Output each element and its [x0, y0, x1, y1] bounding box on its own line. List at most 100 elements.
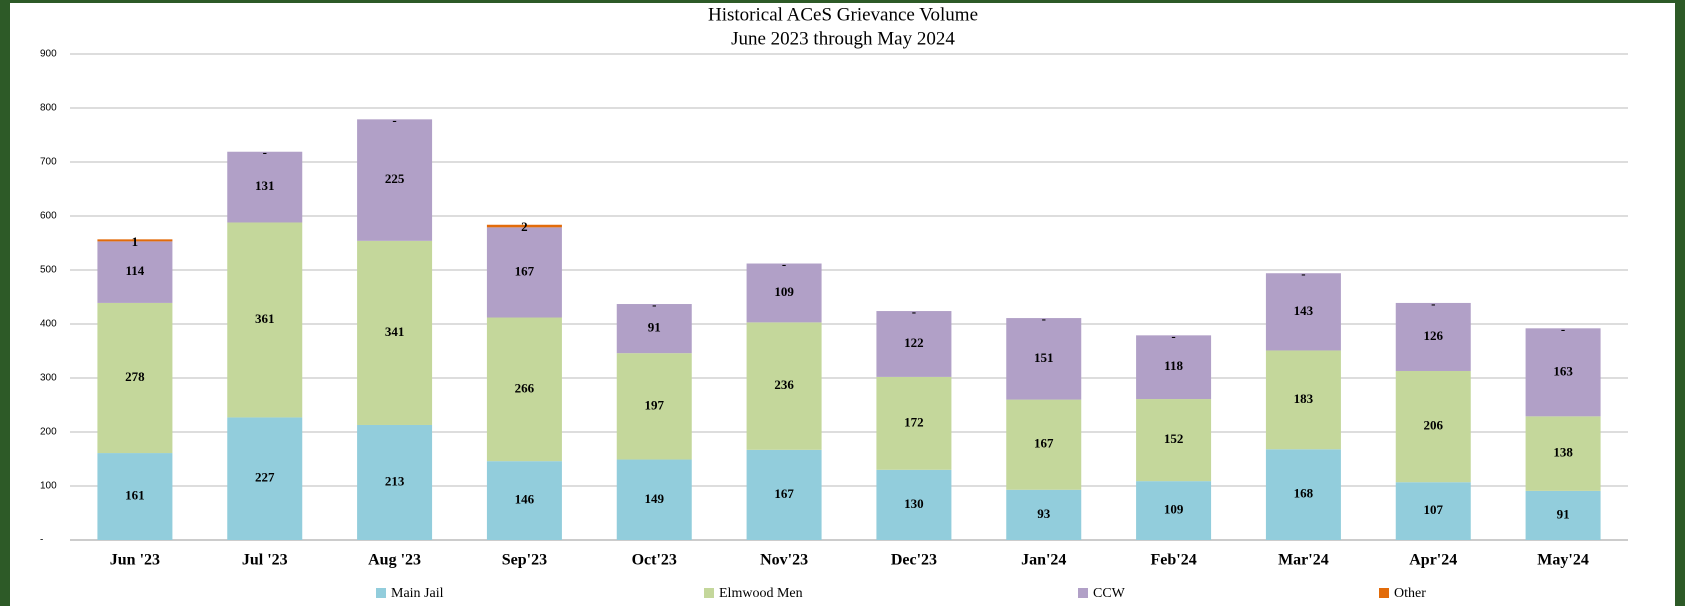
y-tick-label: 100 [40, 481, 57, 492]
bar-segment [97, 302, 173, 454]
bar-segment [746, 263, 822, 323]
x-tick-label: Feb'24 [1150, 552, 1196, 569]
data-label: 118 [1164, 358, 1183, 373]
data-label: 167 [1034, 436, 1054, 451]
legend-label: Elmwood Men [719, 586, 803, 601]
data-label: 167 [515, 263, 535, 278]
bar-segment [616, 353, 692, 460]
bar-segment [876, 311, 952, 377]
x-tick-label: Mar'24 [1278, 552, 1329, 569]
bar-segment [1525, 328, 1601, 417]
x-tick-label: Sep'23 [502, 552, 547, 569]
data-label: 107 [1424, 502, 1444, 517]
data-label: 225 [385, 171, 405, 186]
bar-segment [227, 151, 303, 223]
bar-segment [1525, 490, 1601, 540]
data-label: - [1301, 266, 1305, 281]
legend-swatch [1078, 588, 1088, 598]
bar-segment [1395, 370, 1471, 483]
x-tick-label: Jan'24 [1021, 552, 1066, 569]
data-label: - [1561, 321, 1565, 336]
data-label: - [912, 304, 916, 319]
bar-segment [876, 376, 952, 470]
y-tick-label: 700 [40, 157, 57, 168]
bar-segment [1525, 416, 1601, 491]
bar-segment [746, 449, 822, 540]
x-tick-label: Oct'23 [632, 552, 677, 569]
data-label: 266 [515, 380, 535, 395]
y-tick-label: 300 [40, 373, 57, 384]
y-tick-label: 500 [40, 265, 57, 276]
bar-segment [746, 322, 822, 450]
data-label: 149 [645, 491, 665, 506]
data-label: - [782, 257, 786, 272]
bar-segment [876, 469, 952, 540]
data-label: 91 [648, 320, 661, 335]
bar-segment [1265, 273, 1341, 351]
y-tick-label: 900 [40, 49, 57, 60]
data-label: 93 [1037, 506, 1051, 521]
bar-segment [357, 240, 433, 425]
legend-swatch [1379, 588, 1389, 598]
data-label: 213 [385, 473, 405, 488]
data-label: 183 [1294, 391, 1314, 406]
x-tick-label: Jun '23 [110, 552, 160, 569]
chart-subtitle: June 2023 through May 2024 [731, 28, 955, 49]
data-label: 361 [255, 311, 275, 326]
data-label: - [1431, 296, 1435, 311]
data-label: 167 [774, 486, 794, 501]
bar-segment [1136, 481, 1212, 540]
bar-segment [97, 241, 173, 303]
y-tick-label: - [40, 535, 43, 546]
data-label: 163 [1553, 363, 1573, 378]
legend-swatch [704, 588, 714, 598]
bar-segment [227, 222, 303, 418]
data-label: - [392, 112, 396, 127]
bar-segment [616, 459, 692, 540]
data-label: 109 [1164, 502, 1184, 517]
bar-segment [1265, 449, 1341, 540]
data-label: 109 [774, 284, 794, 299]
data-label: - [652, 297, 656, 312]
bar-segment [1136, 399, 1212, 482]
bar-segment [97, 239, 173, 242]
x-tick-label: Nov'23 [760, 552, 808, 569]
data-label: 143 [1294, 303, 1314, 318]
data-label: 91 [1557, 506, 1570, 521]
legend-label: CCW [1093, 586, 1126, 601]
bar-segment [1006, 399, 1082, 490]
data-label: 138 [1553, 445, 1573, 460]
x-tick-label: May'24 [1537, 552, 1589, 569]
data-label: 227 [255, 470, 275, 485]
bar-segment [357, 119, 433, 241]
data-label: 2 [521, 219, 528, 234]
y-tick-label: 200 [40, 427, 57, 438]
y-tick-label: 400 [40, 319, 57, 330]
bar-segment [1136, 335, 1212, 400]
data-label: 126 [1424, 328, 1444, 343]
legend-swatch [376, 588, 386, 598]
data-label: 236 [774, 377, 794, 392]
data-label: 152 [1164, 431, 1184, 446]
data-label: 341 [385, 324, 405, 339]
data-label: - [1042, 311, 1046, 326]
bar-segment [486, 461, 562, 540]
x-tick-label: Apr'24 [1409, 552, 1457, 569]
data-label: - [263, 145, 267, 160]
x-tick-label: Dec'23 [891, 552, 937, 569]
bar-segment [1395, 302, 1471, 371]
legend-label: Other [1394, 586, 1426, 601]
data-label: 131 [255, 178, 275, 193]
legend-label: Main Jail [391, 586, 444, 601]
bar-segment [616, 304, 692, 354]
data-label: 161 [125, 488, 145, 503]
bar-segment [486, 227, 562, 318]
data-label: 114 [126, 263, 145, 278]
bar-segment [227, 417, 303, 540]
data-label: 151 [1034, 350, 1054, 365]
bar-segment [486, 224, 562, 228]
x-tick-label: Aug '23 [368, 552, 421, 569]
bar-segment [1006, 489, 1082, 540]
data-label: 1 [132, 234, 139, 249]
